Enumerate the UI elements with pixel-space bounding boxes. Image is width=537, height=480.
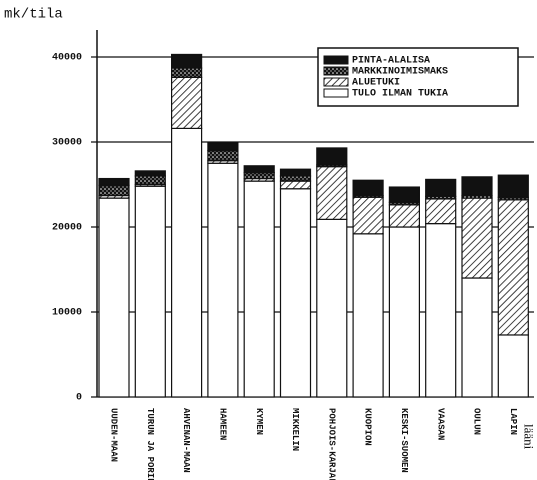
bar-segment xyxy=(461,197,493,279)
legend-box xyxy=(317,47,519,107)
bar-segment xyxy=(171,53,203,69)
bar-segment xyxy=(316,218,348,398)
legend-swatch xyxy=(323,77,349,87)
x-tick-label: MIKKELIN xyxy=(290,408,300,451)
bar-segment xyxy=(134,175,166,186)
legend-label: ALUETUKI xyxy=(352,78,400,89)
bar-segment xyxy=(461,176,493,197)
bar-segment xyxy=(352,196,384,235)
bar-segment xyxy=(425,198,457,225)
bar-segment xyxy=(134,185,166,398)
bar-segment xyxy=(461,277,493,398)
y-tick-label: 20000 xyxy=(52,223,82,234)
y-tick-label: 30000 xyxy=(52,138,82,149)
bar-segment xyxy=(243,180,275,398)
bar-segment xyxy=(207,142,239,152)
bar-segment xyxy=(352,179,384,197)
x-tick-label: OULUN xyxy=(472,408,482,435)
bar-segment xyxy=(425,178,457,197)
x-tick-label: KUOPION xyxy=(363,408,373,446)
legend-label: MARKKINOIMISMAKS xyxy=(352,67,448,78)
y-axis-label: mk/tila xyxy=(4,7,63,23)
bar-segment xyxy=(388,226,420,398)
bar-segment xyxy=(425,223,457,398)
bar-segment xyxy=(388,204,420,228)
y-tick-label: 0 xyxy=(76,393,82,404)
bar-segment xyxy=(388,186,420,203)
bar-segment xyxy=(243,172,275,180)
bar-segment xyxy=(98,177,130,186)
bar-segment xyxy=(134,170,166,177)
bar-segment xyxy=(497,334,529,398)
y-tick-label: 10000 xyxy=(52,308,82,319)
x-tick-label: TURUN JA PORIN xyxy=(145,408,155,480)
bar-segment xyxy=(316,166,348,220)
bar-segment xyxy=(171,127,203,398)
bar-segment xyxy=(497,174,529,198)
x-tick-label: AHVENAN-MAAN xyxy=(181,408,191,473)
legend-swatch xyxy=(323,55,349,65)
x-tick-label: LAPIN xyxy=(508,408,518,435)
x-tick-label: HAMEEN xyxy=(218,408,228,440)
bar-segment xyxy=(171,67,203,79)
x-tick-label: KYMEN xyxy=(254,408,264,435)
bar-segment xyxy=(279,180,312,190)
bar-segment xyxy=(171,76,203,130)
bar-segment xyxy=(207,149,239,162)
x-tick-label: UUDEN-MAAN xyxy=(109,408,119,462)
x-tick-label: POHJOIS-KARJALAN xyxy=(326,408,336,480)
x-tick-label: KESKI-SUOMEN xyxy=(399,408,409,473)
bar-segment xyxy=(243,165,275,174)
legend-label: TULO ILMAN TUKIA xyxy=(352,89,448,100)
y-tick-label: 40000 xyxy=(52,53,82,64)
bar-segment xyxy=(316,147,348,166)
legend-label: PINTA-ALALISA xyxy=(352,56,430,67)
bar-segment xyxy=(279,188,312,398)
bar-segment xyxy=(279,175,312,182)
x-tick-label: VAASAN xyxy=(435,408,445,440)
bar-segment xyxy=(279,168,312,177)
annotation: lääni xyxy=(521,424,536,450)
bar-segment xyxy=(98,197,130,398)
bar-segment xyxy=(207,162,239,398)
bar-segment xyxy=(98,184,130,197)
bar-segment xyxy=(352,233,384,398)
legend-swatch xyxy=(323,88,349,98)
bar-segment xyxy=(497,199,529,336)
legend-swatch xyxy=(323,66,349,76)
